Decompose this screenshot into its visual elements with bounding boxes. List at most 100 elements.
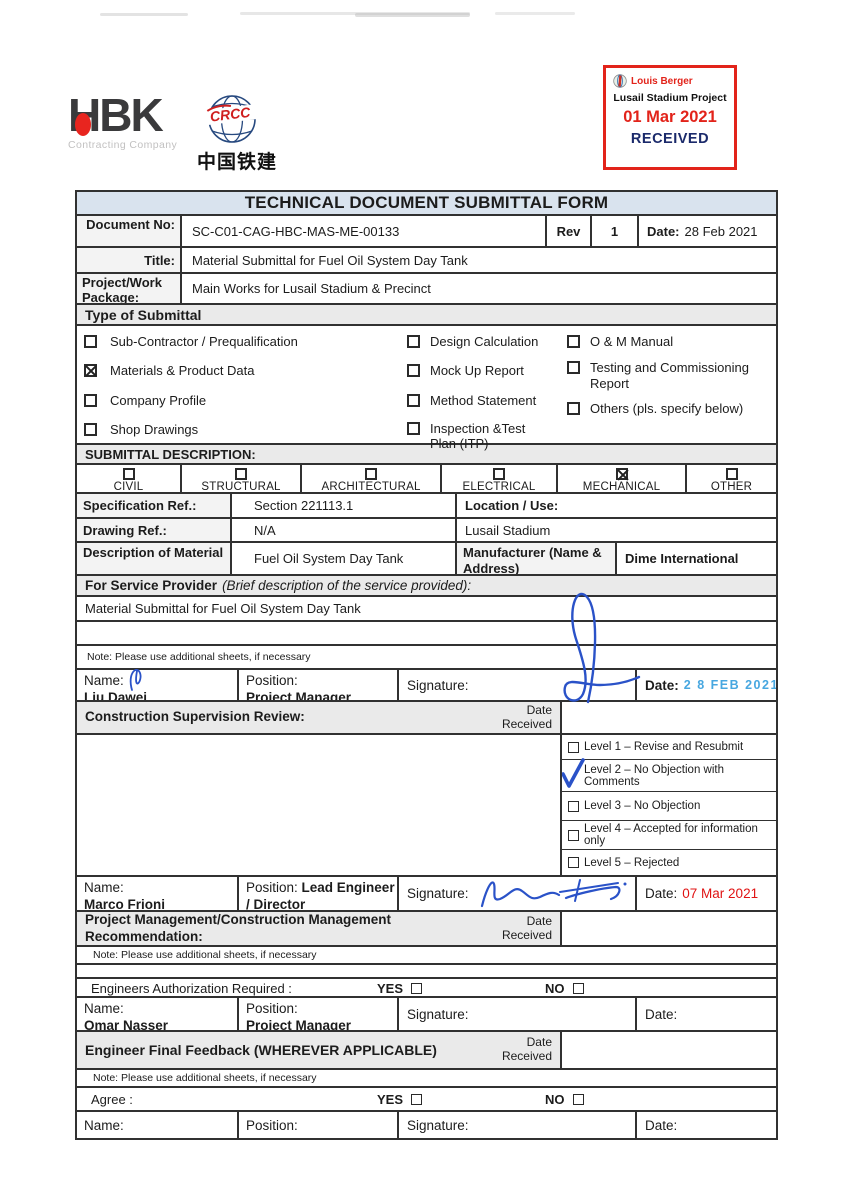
checkbox[interactable]: [568, 741, 579, 753]
manufacturer-value: Dime International: [625, 551, 739, 566]
checkbox-item: Design Calculation: [407, 334, 567, 349]
title-value: Material Submittal for Fuel Oil System D…: [192, 252, 468, 268]
checkbox[interactable]: [568, 800, 579, 812]
location-use-value: Lusail Stadium: [465, 522, 551, 538]
checkbox[interactable]: [567, 361, 580, 375]
spacer-row: [77, 965, 776, 977]
checkbox[interactable]: [572, 1094, 584, 1105]
checkbox[interactable]: [725, 468, 738, 480]
date-cell: Date:: [645, 1006, 678, 1022]
note-additional-sheets: Note: Please use additional sheets, if n…: [77, 646, 776, 670]
location-use-label: Location / Use:: [465, 498, 559, 513]
submittal-form-table: TECHNICAL DOCUMENT SUBMITTAL FORM Docume…: [75, 190, 778, 1140]
package-value: Main Works for Lusail Stadium & Precinct: [192, 281, 431, 296]
checkbox[interactable]: [84, 335, 97, 348]
checkbox[interactable]: [411, 983, 423, 994]
tos-column-2: Design Calculation Mock Up Report Method…: [407, 326, 567, 451]
checkbox[interactable]: [407, 393, 420, 407]
handwritten-date-stamp: 2 8 FEB 2021: [683, 678, 776, 692]
signature-cell: Signature:: [399, 1112, 637, 1138]
material-label: Description of Material: [77, 543, 232, 574]
pm-sign-row: Name: Omar Nasser Position: Project Mana…: [77, 998, 776, 1032]
position-cell: Position: Lead Engineer / Director: [239, 877, 399, 910]
checkbox[interactable]: [568, 857, 579, 868]
stamp-project: Lusail Stadium Project: [613, 92, 727, 104]
date-label: Date:: [647, 223, 680, 239]
discipline-electrical: ELECTRICAL: [442, 465, 558, 492]
ff-date-received-value: [562, 1032, 776, 1068]
name-cell: Name: Liu Dawei: [77, 670, 239, 700]
date-cell: Date: 28 Feb 2021: [639, 216, 776, 246]
svg-text:CRCC: CRCC: [209, 104, 252, 125]
checkbox[interactable]: [235, 468, 247, 480]
scan-artifact: [355, 13, 470, 17]
document-no-value: SC-C01-CAG-HBC-MAS-ME-00133: [182, 216, 547, 246]
document-no-row: Document No: SC-C01-CAG-HBC-MAS-ME-00133…: [77, 216, 776, 248]
received-stamp: Louis Berger Lusail Stadium Project 01 M…: [603, 65, 737, 170]
drawing-ref-label: Drawing Ref.:: [77, 519, 232, 541]
discipline-architectural: ARCHITECTURAL: [302, 465, 442, 492]
checkbox[interactable]: [493, 468, 505, 480]
checkbox-item: Method Statement: [407, 393, 567, 408]
checkbox[interactable]: [567, 335, 580, 348]
submittal-description-heading: SUBMITTAL DESCRIPTION:: [77, 445, 776, 465]
level-1-option: Level 1 – Revise and Resubmit: [562, 735, 776, 760]
final-sign-row: Name: Position: Signature: Date:: [77, 1112, 776, 1138]
checkbox-item: Materials & Product Data: [84, 363, 407, 378]
scan-artifact: [495, 12, 575, 15]
name-cell: Name:: [77, 1112, 239, 1138]
checkbox[interactable]: [407, 421, 420, 435]
authorization-label: Engineers Authorization Required :: [91, 981, 292, 996]
date-received-label: Date Received: [501, 913, 552, 942]
title-label: Title:: [77, 248, 182, 272]
crcc-logo: CRCC 中国铁建: [197, 94, 276, 174]
empty-line: [77, 622, 776, 646]
checkbox[interactable]: [122, 468, 135, 480]
checkbox[interactable]: [411, 1094, 423, 1105]
manufacturer-label: Manufacturer (Name & Address): [457, 543, 617, 574]
pm-heading-row: Project Management/Construction Manageme…: [77, 912, 776, 947]
checkbox[interactable]: [615, 468, 628, 480]
agree-row: Agree : YES NO: [77, 1088, 776, 1112]
checkbox[interactable]: [365, 468, 377, 480]
reviewer-sign-row: Name: Marco Frioni Position: Lead Engine…: [77, 877, 776, 912]
checkbox[interactable]: [568, 829, 579, 841]
name-cell: Name: Omar Nasser: [77, 998, 239, 1030]
position-cell: Position: Project Manager: [239, 998, 399, 1030]
checkbox[interactable]: [567, 401, 580, 415]
checkbox[interactable]: [407, 335, 420, 348]
service-description: Material Submittal for Fuel Oil System D…: [77, 597, 776, 622]
checkbox[interactable]: [572, 983, 584, 994]
position-cell: Position: Project Manager: [239, 670, 399, 700]
agree-yes: YES: [377, 1092, 423, 1107]
tos-column-3: O & M Manual Testing and Commissioning R…: [567, 326, 776, 443]
agree-label: Agree :: [91, 1092, 133, 1107]
level-4-option: Level 4 – Accepted for information only: [562, 821, 776, 850]
checkbox-item: Others (pls. specify below): [567, 401, 776, 416]
final-feedback-heading-row: Engineer Final Feedback (WHEREVER APPLIC…: [77, 1032, 776, 1070]
level-2-option: Level 2 – No Objection with Comments: [562, 758, 776, 792]
name-cell: Name: Marco Frioni: [77, 877, 239, 910]
date-received-label: Date Received: [501, 702, 552, 731]
discipline-mechanical: MECHANICAL: [558, 465, 687, 492]
disciplines-row: CIVIL STRUCTURAL ARCHITECTURAL ELECTRICA…: [77, 465, 776, 494]
package-row: Project/Work Package: Main Works for Lus…: [77, 274, 776, 305]
rev-label: Rev: [547, 216, 592, 246]
checkbox[interactable]: [84, 422, 97, 436]
note-additional-sheets: Note: Please use additional sheets, if n…: [77, 947, 776, 965]
spec-ref-label: Specification Ref.:: [77, 494, 232, 517]
rev-value: 1: [592, 216, 639, 246]
type-of-submittal-heading: Type of Submittal: [77, 305, 776, 326]
checkbox[interactable]: [407, 364, 420, 378]
document-no-label: Document No:: [77, 216, 182, 246]
checkbox[interactable]: [84, 393, 97, 407]
louis-berger-globe-icon: [613, 74, 627, 88]
stamp-status: RECEIVED: [630, 131, 710, 147]
checkbox-item: Sub-Contractor / Prequalification: [84, 334, 407, 349]
checkbox[interactable]: [84, 364, 97, 378]
note-additional-sheets: Note: Please use additional sheets, if n…: [77, 1070, 776, 1088]
contractor-sign-row: Name: Liu Dawei Position: Project Manage…: [77, 670, 776, 702]
date-cell: Date: 2 8 FEB 2021: [637, 670, 776, 700]
checkbox-item: Shop Drawings: [84, 422, 407, 437]
scan-artifact: [100, 13, 188, 16]
